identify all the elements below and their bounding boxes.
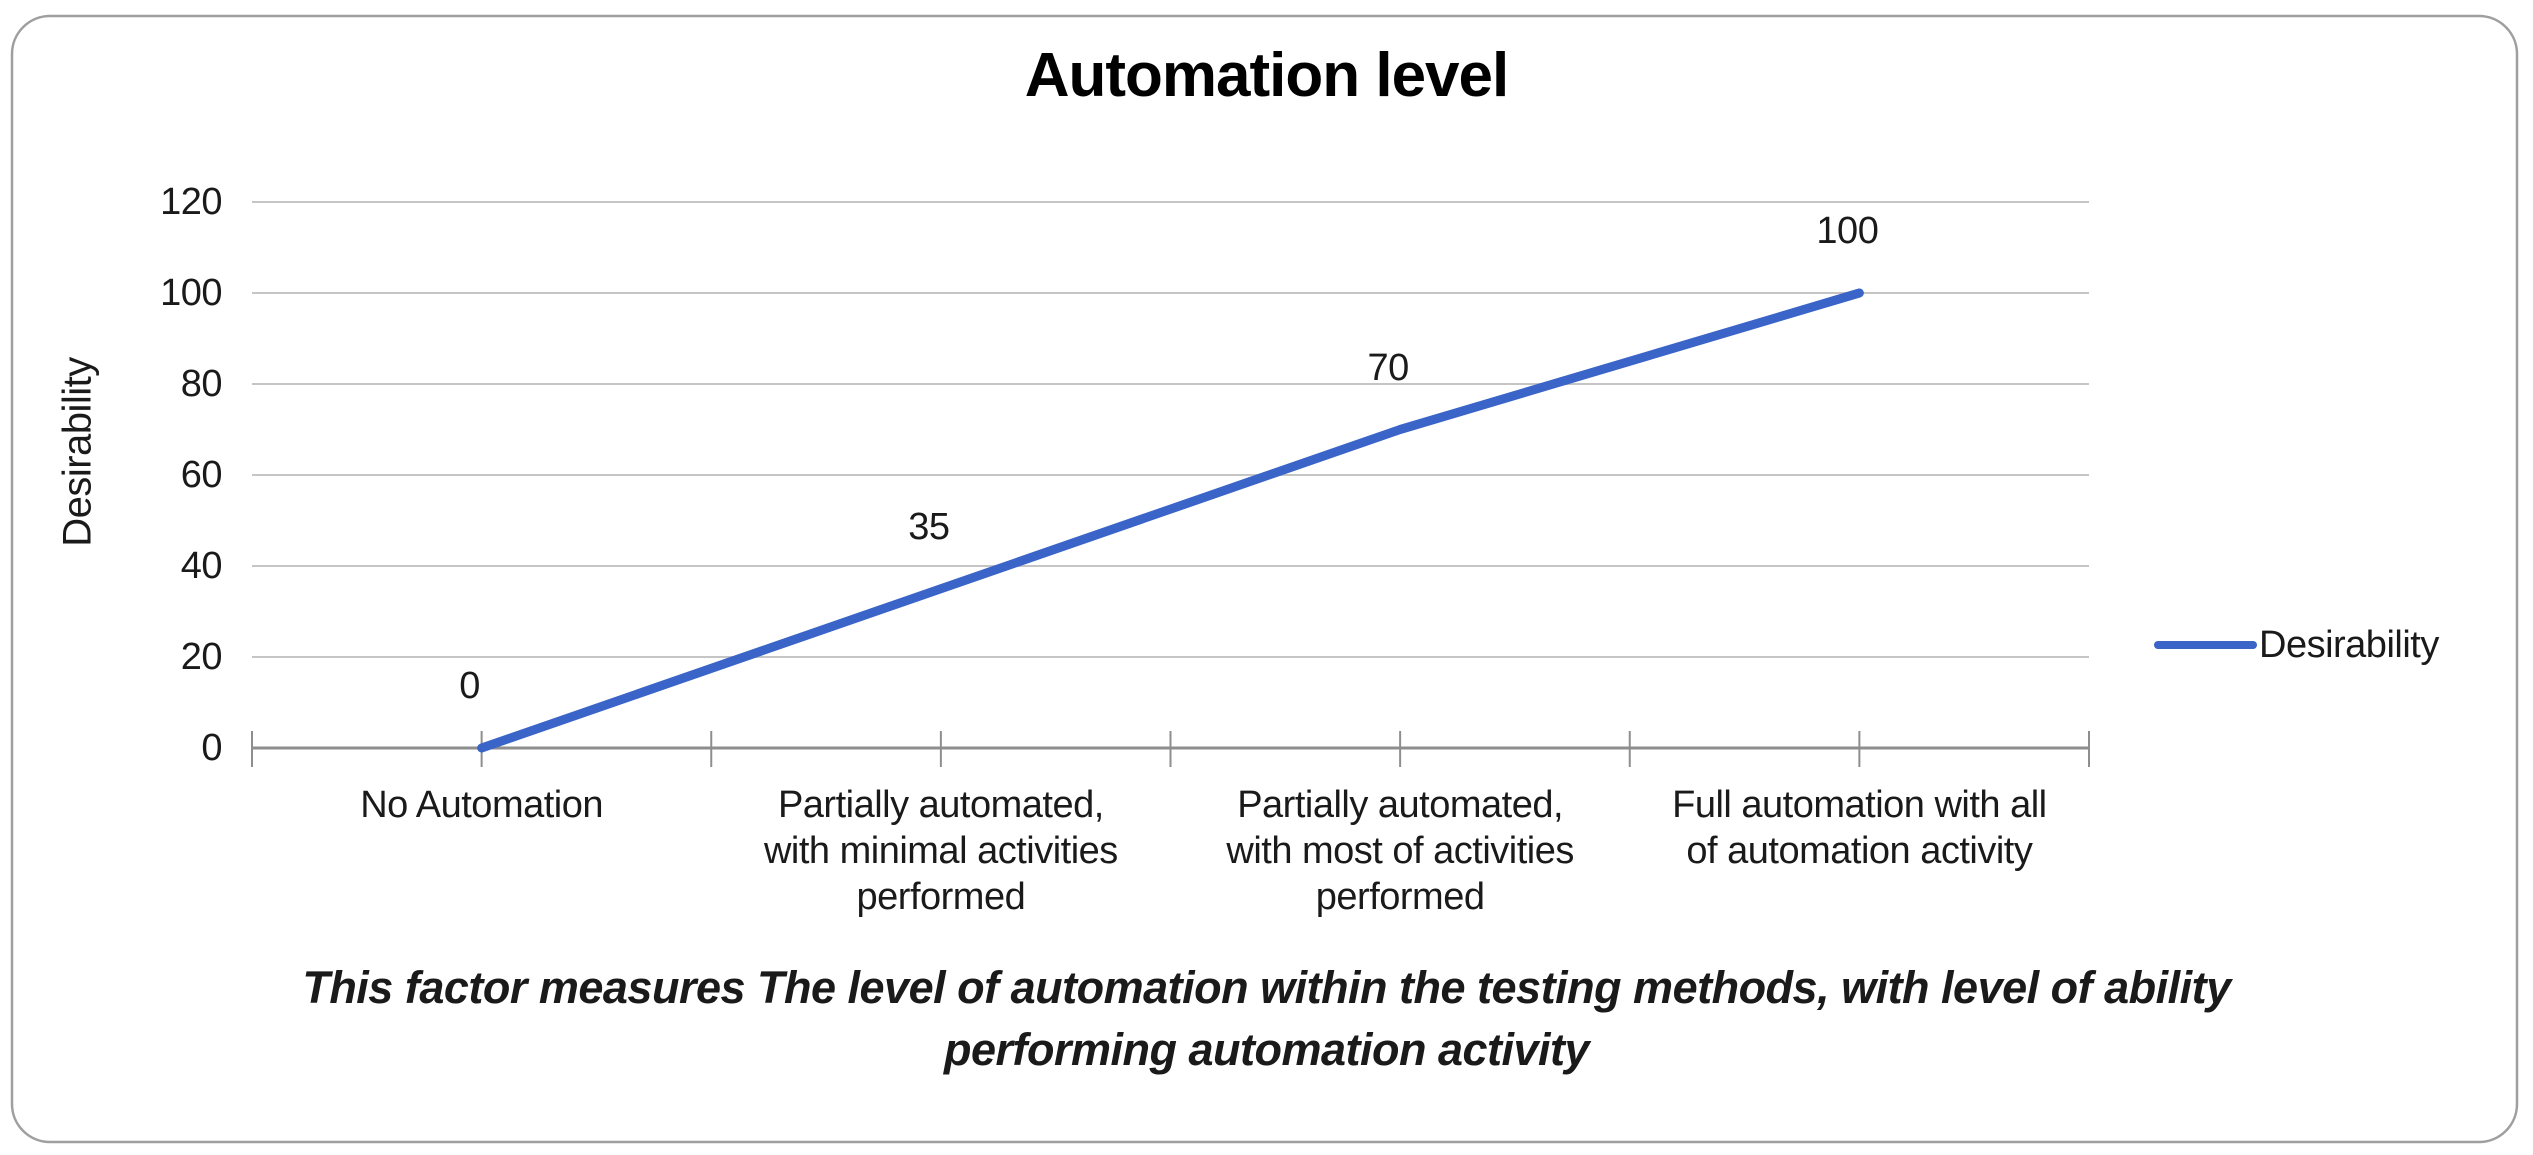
- y-tick-label-120: 120: [160, 181, 222, 223]
- y-tick-label-0: 0: [201, 727, 222, 769]
- chart-caption: This factor measures The level of automa…: [20, 957, 2513, 1081]
- legend-label-desirability: Desirability: [2259, 624, 2439, 666]
- y-tick-label-20: 20: [180, 636, 223, 678]
- data-label-0: 0: [459, 665, 480, 707]
- caption-line-1: This factor measures The level of automa…: [302, 962, 2231, 1013]
- x-category-label-1: No Automation: [360, 784, 603, 826]
- data-label-100: 100: [1816, 210, 1879, 252]
- y-tick-label-60: 60: [180, 454, 223, 496]
- y-tick-label-80: 80: [180, 363, 223, 405]
- x-category-label-4: Full automation with all of automation a…: [1672, 784, 2047, 872]
- y-tick-label-100: 100: [160, 272, 222, 314]
- x-category-label-2: Partially automated, with minimal activi…: [763, 784, 1118, 918]
- data-label-35: 35: [908, 505, 950, 548]
- data-label-70: 70: [1367, 346, 1409, 389]
- y-tick-label-40: 40: [180, 545, 223, 587]
- chart-title: Automation level: [1024, 41, 1510, 110]
- chart-border: [10, 14, 2519, 1144]
- series-line-desirability: [477, 288, 1864, 753]
- x-category-label-3: Partially automated, with most of activi…: [1226, 784, 1574, 918]
- caption-line-2: performing automation activity: [943, 1024, 1590, 1075]
